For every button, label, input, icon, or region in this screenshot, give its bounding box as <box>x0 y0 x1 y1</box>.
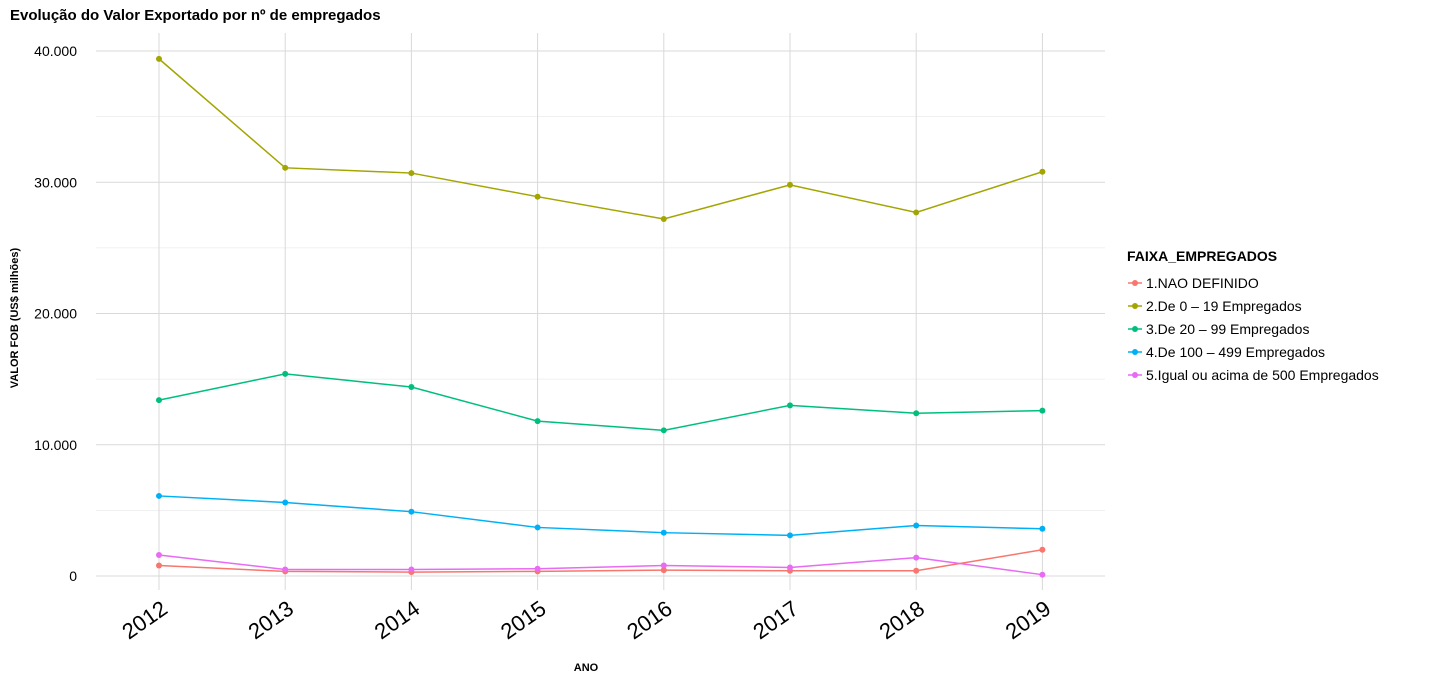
data-point <box>787 564 793 571</box>
data-point <box>534 193 541 200</box>
grid-layer <box>96 33 1105 590</box>
legend-label: 5.Igual ou acima de 500 Empregados <box>1146 367 1379 383</box>
legend-label: 2.De 0 – 19 Empregados <box>1146 298 1302 314</box>
data-point <box>156 562 162 569</box>
legend-item: 1.NAO DEFINIDO <box>1128 275 1259 291</box>
y-tick-label: 0 <box>69 568 77 584</box>
data-point <box>534 524 541 531</box>
data-point <box>787 181 793 188</box>
series-line <box>158 554 1043 576</box>
series-group <box>156 552 1046 578</box>
legend-item: 5.Igual ou acima de 500 Empregados <box>1128 367 1379 383</box>
x-axis-title: ANO <box>574 662 599 674</box>
series-line <box>158 373 1043 432</box>
legend-item: 3.De 20 – 99 Empregados <box>1128 321 1309 337</box>
series-line <box>158 58 1043 220</box>
data-point <box>660 567 667 574</box>
series-group <box>156 546 1046 576</box>
legend-title: FAIXA_EMPREGADOS <box>1127 248 1277 264</box>
data-point <box>787 402 793 409</box>
x-axis-ticks: 2012 2013 2014 2015 2016 2017 2018 2019 <box>117 596 1055 645</box>
x-tick-label: 2018 <box>875 596 929 645</box>
x-tick-label: 2015 <box>496 596 550 645</box>
data-point <box>913 209 920 216</box>
data-point <box>282 499 289 506</box>
legend: FAIXA_EMPREGADOS 1.NAO DEFINIDO 2.De 0 – … <box>1127 248 1379 383</box>
x-tick-label: 2013 <box>244 596 298 645</box>
data-point <box>1039 571 1046 578</box>
data-point <box>913 567 920 574</box>
series-group <box>156 370 1046 434</box>
data-point <box>534 418 541 425</box>
data-point <box>1039 525 1046 532</box>
data-point <box>282 566 289 573</box>
data-point <box>156 55 162 62</box>
data-point <box>1039 168 1046 175</box>
legend-label: 1.NAO DEFINIDO <box>1146 275 1259 291</box>
data-point <box>408 508 415 515</box>
data-point <box>913 554 920 561</box>
legend-key-point <box>1132 303 1138 309</box>
data-point <box>156 397 162 404</box>
data-point <box>660 427 667 434</box>
data-point <box>282 370 289 377</box>
data-point <box>660 562 667 569</box>
legend-label: 3.De 20 – 99 Empregados <box>1146 321 1309 337</box>
series-layer <box>156 55 1046 578</box>
y-tick-label: 30.000 <box>34 174 77 190</box>
series-line <box>158 495 1043 537</box>
y-axis-ticks: 0 10.000 20.000 30.000 40.000 <box>34 43 77 584</box>
y-axis-title: VALOR FOB (US$ milhões) <box>9 247 21 388</box>
data-point <box>408 170 415 177</box>
legend-key-point <box>1132 349 1138 355</box>
data-point <box>660 529 667 536</box>
legend-label: 4.De 100 – 499 Empregados <box>1146 344 1325 360</box>
data-point <box>660 216 667 222</box>
data-point <box>408 384 415 390</box>
y-tick-label: 40.000 <box>34 43 77 59</box>
data-point <box>1039 407 1046 414</box>
data-point <box>1039 546 1046 553</box>
x-tick-label: 2017 <box>748 596 802 645</box>
x-tick-label: 2014 <box>370 596 424 645</box>
data-point <box>534 565 541 572</box>
legend-key-point <box>1132 372 1138 378</box>
chart-title: Evolução do Valor Exportado por nº de em… <box>10 7 381 24</box>
x-tick-label: 2016 <box>622 596 676 645</box>
legend-item: 2.De 0 – 19 Empregados <box>1128 298 1302 314</box>
series-group <box>156 492 1046 539</box>
data-point <box>787 532 793 539</box>
x-tick-label: 2019 <box>1001 596 1055 645</box>
series-group <box>156 55 1046 222</box>
data-point <box>913 522 920 529</box>
series-line <box>158 549 1043 573</box>
legend-key-point <box>1132 326 1138 332</box>
data-point <box>408 566 415 573</box>
legend-item: 4.De 100 – 499 Empregados <box>1128 344 1325 360</box>
data-point <box>156 492 162 499</box>
data-point <box>913 410 920 417</box>
data-point <box>282 164 289 171</box>
y-tick-label: 10.000 <box>34 437 77 453</box>
legend-key-point <box>1132 280 1138 286</box>
x-tick-label: 2012 <box>117 596 171 645</box>
y-tick-label: 20.000 <box>34 306 77 322</box>
data-point <box>156 552 162 558</box>
